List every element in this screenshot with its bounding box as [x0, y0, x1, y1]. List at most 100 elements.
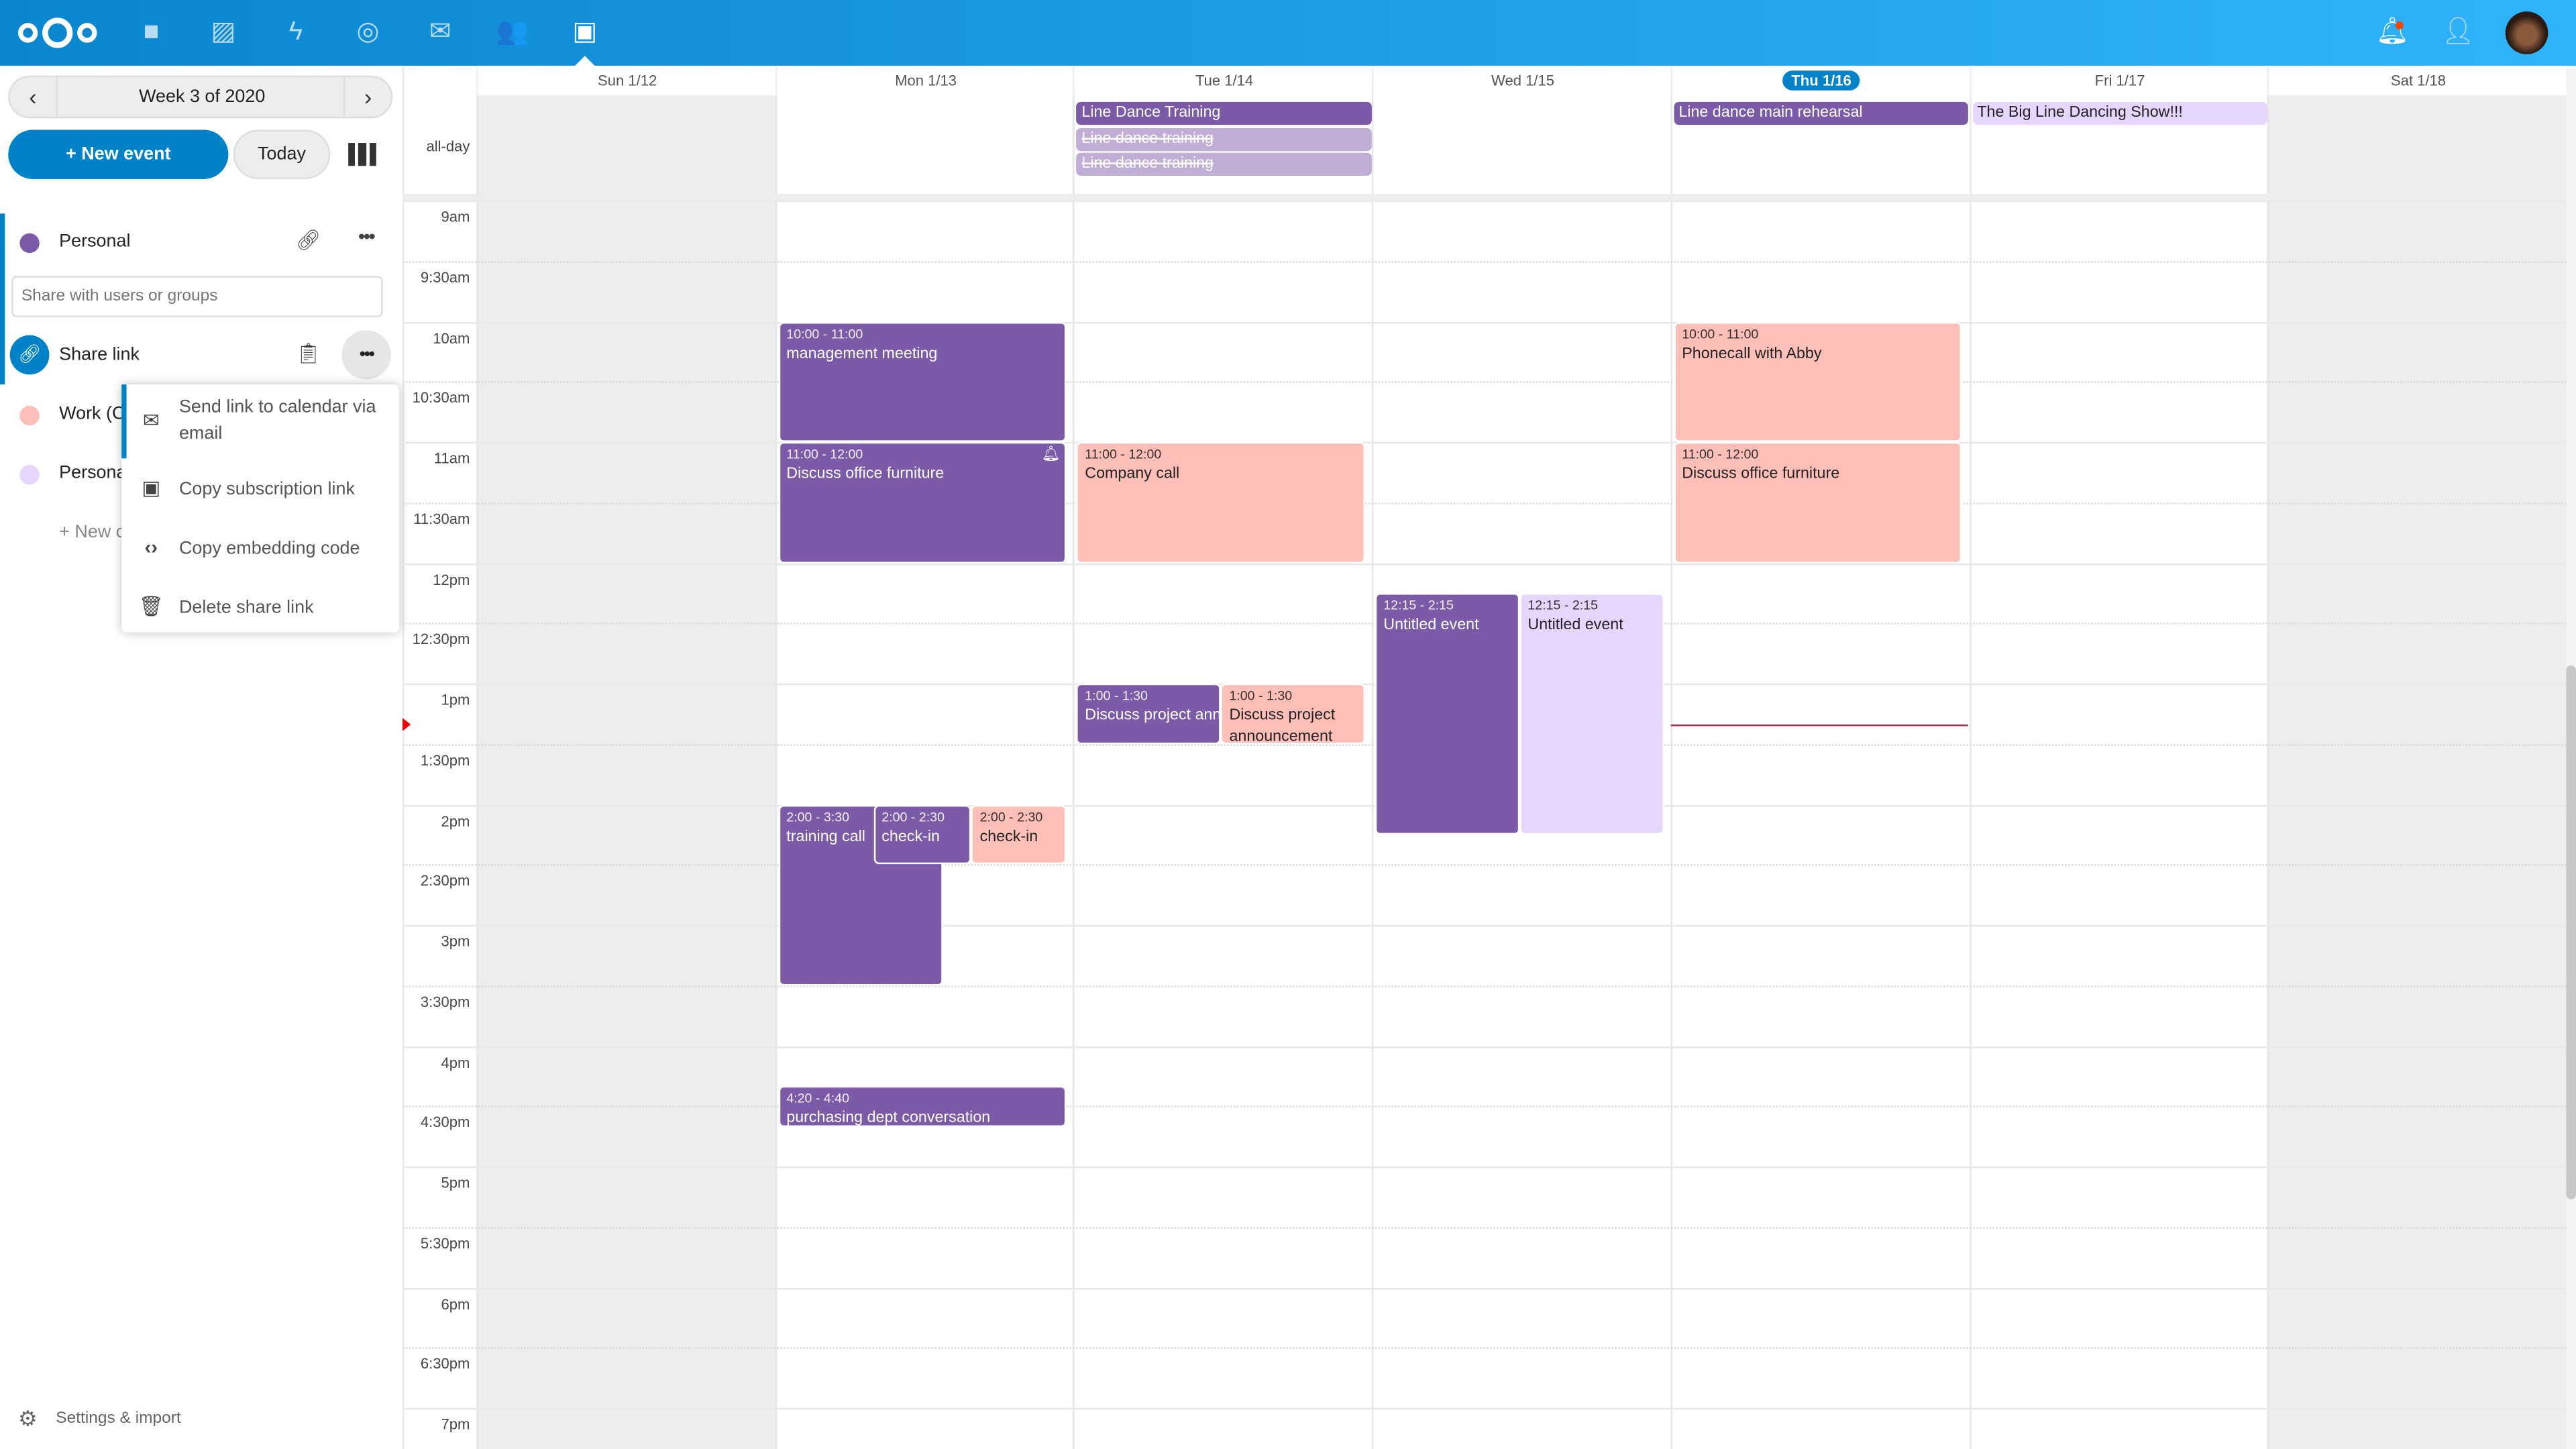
alarm-bell-icon: 🔔︎ — [1041, 445, 1061, 462]
talk-icon[interactable]: ◎ — [356, 17, 380, 46]
calendar-event[interactable]: 11:00 - 12:00 Discuss office furniture 🔔︎ — [778, 441, 1067, 563]
week-label[interactable]: Week 3 of 2020 — [139, 87, 266, 107]
event-time: 11:00 - 12:00 — [1085, 447, 1162, 462]
calendar-event[interactable]: 2:00 - 2:30 check-in — [971, 804, 1067, 865]
today-button[interactable]: Today — [233, 129, 331, 179]
calendar-name[interactable]: Personal — [59, 231, 131, 252]
grid-line — [402, 1166, 2567, 1169]
contacts-icon[interactable]: 👥 — [496, 17, 529, 46]
settings-gear-icon[interactable]: ⚙ — [17, 1406, 38, 1432]
calendar-icon: ▣ — [142, 476, 161, 500]
calendar-event[interactable]: 2:00 - 3:30 training call — [778, 804, 943, 985]
photos-icon[interactable]: ▨ — [211, 17, 236, 46]
delete-share-link-item[interactable]: 🗑︎ Delete share link — [138, 594, 314, 618]
event-title: training call — [786, 827, 866, 846]
time-label: 10:30am — [412, 390, 470, 407]
copy-link-icon[interactable]: 📋︎ — [295, 341, 321, 365]
allday-event[interactable]: Line dance training — [1077, 152, 1373, 176]
allday-event[interactable]: Line Dance Training — [1077, 101, 1373, 125]
calendar-event[interactable]: 10:00 - 11:00 Phonecall with Abby — [1674, 321, 1963, 442]
calendar-event[interactable]: 11:00 - 12:00 Company call — [1077, 441, 1366, 563]
day-label: Tue 1/14 — [1195, 72, 1254, 89]
time-label: 10am — [433, 329, 470, 346]
avatar[interactable] — [2505, 11, 2548, 54]
activity-icon[interactable]: ϟ — [288, 17, 303, 46]
day-header[interactable]: Sat 1/18 — [2267, 65, 2568, 96]
day-column[interactable] — [1073, 95, 1373, 1449]
allday-event[interactable]: Line dance main rehearsal — [1674, 101, 1970, 125]
settings-import-button[interactable]: Settings & import — [56, 1409, 181, 1428]
calendar-event[interactable]: 11:00 - 12:00 Discuss office furniture — [1674, 441, 1963, 563]
notifications-icon[interactable]: 🔔︎ — [2375, 17, 2409, 46]
mail-icon[interactable]: ✉ — [429, 17, 451, 46]
calendar-event[interactable]: 4:20 - 4:40 purchasing dept conversation — [778, 1085, 1067, 1126]
time-label: 6:30pm — [420, 1356, 470, 1373]
time-label: 6pm — [441, 1295, 470, 1312]
files-icon[interactable]: ■ — [143, 17, 160, 46]
grid-line — [402, 1226, 2567, 1229]
calendar-name[interactable]: Persona — [59, 463, 127, 484]
calendar-event[interactable]: 12:15 - 2:15 Untitled event — [1375, 592, 1520, 835]
scrollbar-thumb[interactable] — [2566, 665, 2576, 1199]
event-time: 12:15 - 2:15 — [1527, 598, 1598, 613]
allday-label: all-day — [426, 138, 470, 155]
calendar-event[interactable]: 1:00 - 1:30 Discuss project announcement — [1221, 683, 1366, 744]
event-title: Company call — [1085, 465, 1180, 484]
day-column[interactable] — [775, 95, 1075, 1449]
view-switcher-icon[interactable] — [348, 143, 376, 166]
send-link-email-item[interactable]: ✉ Send link to calendar via email — [121, 394, 399, 450]
calendar-event[interactable]: 10:00 - 11:00 management meeting — [778, 321, 1067, 442]
calendar-color-dot[interactable] — [19, 465, 40, 485]
day-header[interactable]: Fri 1/17 — [1969, 65, 2269, 96]
calendar-event[interactable]: 1:00 - 1:30 Discuss project announcement — [1077, 683, 1222, 744]
grid-line — [402, 924, 2567, 927]
time-label: 12:30pm — [412, 631, 470, 648]
mail-icon: ✉ — [142, 409, 160, 433]
nextcloud-logo[interactable] — [16, 15, 98, 51]
calendar-event[interactable]: 2:00 - 2:30 check-in — [873, 804, 972, 865]
time-label: 5pm — [441, 1175, 470, 1191]
share-with-users-input[interactable] — [11, 276, 383, 317]
day-column[interactable] — [1969, 95, 2269, 1449]
event-title: Phonecall with Abby — [1682, 344, 1822, 363]
calendar-color-dot[interactable] — [19, 233, 40, 254]
new-calendar-button[interactable]: + New c — [59, 522, 125, 543]
next-week-button[interactable]: › — [343, 77, 391, 117]
allday-event[interactable]: Line dance training — [1077, 128, 1373, 152]
event-time: 11:00 - 12:00 — [1682, 447, 1759, 462]
grid-line — [402, 1287, 2567, 1289]
copy-subscription-link-item[interactable]: ▣ Copy subscription link — [121, 476, 399, 509]
day-header[interactable]: Wed 1/15 — [1372, 65, 1672, 96]
allday-event[interactable]: The Big Line Dancing Show!!! — [1972, 101, 2268, 125]
day-column[interactable] — [476, 95, 777, 1449]
calendar-color-dot[interactable] — [19, 405, 40, 426]
day-header[interactable]: Thu 1/16 — [1670, 65, 1971, 96]
time-label: 2:30pm — [420, 873, 470, 890]
trash-icon: 🗑︎ — [138, 594, 164, 618]
event-title: Discuss office furniture — [786, 465, 945, 484]
copy-embedding-code-item[interactable]: ‹› Copy embedding code — [121, 535, 399, 568]
link-icon[interactable]: 🔗︎ — [295, 228, 321, 252]
day-header[interactable]: Mon 1/13 — [775, 65, 1075, 96]
event-title: check-in — [979, 827, 1038, 846]
more-actions-icon[interactable]: ••• — [358, 225, 376, 248]
calendar-name[interactable]: Work (C — [59, 404, 125, 424]
day-column[interactable] — [1670, 95, 1970, 1449]
grid-line — [402, 381, 2567, 384]
time-label: 1:30pm — [420, 752, 470, 769]
grid-line — [402, 1407, 2567, 1410]
day-header[interactable]: Sun 1/12 — [476, 65, 777, 96]
calendar-event[interactable]: 12:15 - 2:15 Untitled event — [1519, 592, 1664, 835]
contacts-menu-icon[interactable]: 👤︎ — [2441, 17, 2475, 46]
time-label: 3pm — [441, 933, 470, 950]
grid-line — [402, 1045, 2567, 1048]
share-link-more-button[interactable]: ••• — [341, 330, 391, 380]
active-calendar-indicator — [0, 213, 5, 385]
grid-line — [402, 1347, 2567, 1350]
day-column[interactable] — [2267, 95, 2568, 1449]
day-header[interactable]: Tue 1/14 — [1073, 65, 1374, 96]
day-column[interactable] — [1372, 95, 1672, 1449]
previous-week-button[interactable]: ‹ — [10, 77, 58, 117]
new-event-button[interactable]: + New event — [8, 129, 229, 179]
calendar-icon[interactable]: ▣ — [572, 17, 598, 46]
